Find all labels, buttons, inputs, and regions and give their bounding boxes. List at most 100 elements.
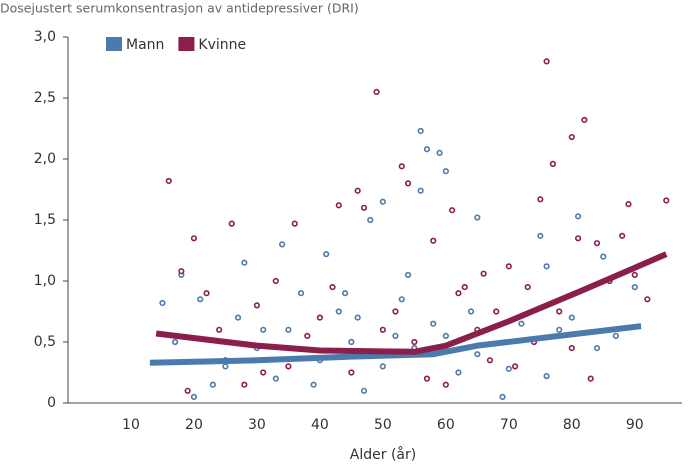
data-point bbox=[593, 345, 601, 352]
data-point bbox=[253, 302, 261, 309]
data-point bbox=[449, 207, 456, 214]
data-point bbox=[222, 363, 229, 370]
data-point bbox=[543, 373, 550, 380]
data-point bbox=[625, 201, 632, 208]
data-point bbox=[556, 308, 563, 315]
data-point bbox=[430, 237, 437, 244]
data-point bbox=[436, 149, 443, 156]
data-point bbox=[272, 375, 279, 382]
x-tick-label: 50 bbox=[374, 417, 392, 433]
data-point bbox=[241, 381, 248, 388]
data-point bbox=[398, 163, 405, 170]
data-point bbox=[260, 369, 267, 376]
data-point bbox=[505, 263, 512, 270]
data-point bbox=[644, 296, 651, 303]
data-point bbox=[323, 251, 330, 258]
legend-label: Kvinne bbox=[198, 37, 246, 53]
data-point bbox=[272, 277, 279, 285]
data-point bbox=[455, 290, 462, 297]
data-point bbox=[631, 284, 638, 291]
data-point bbox=[190, 235, 198, 242]
data-point bbox=[178, 268, 185, 275]
data-point bbox=[467, 308, 475, 315]
data-point bbox=[335, 202, 342, 209]
data-point bbox=[197, 296, 204, 303]
data-point bbox=[537, 196, 544, 203]
data-point bbox=[612, 332, 619, 340]
x-tick-label: 60 bbox=[437, 417, 455, 433]
y-tick-label: 2,0 bbox=[34, 151, 56, 167]
data-point bbox=[348, 338, 355, 346]
data-point bbox=[568, 345, 575, 352]
data-point bbox=[335, 308, 342, 315]
data-point bbox=[423, 375, 431, 382]
data-point bbox=[367, 216, 374, 224]
data-point bbox=[310, 381, 317, 388]
data-point bbox=[184, 387, 191, 394]
data-point bbox=[379, 363, 386, 370]
data-point bbox=[581, 116, 588, 124]
data-point bbox=[568, 133, 575, 141]
data-point bbox=[430, 320, 437, 327]
data-point bbox=[291, 220, 298, 227]
data-point bbox=[499, 393, 506, 401]
data-point bbox=[568, 314, 575, 321]
y-tick-label: 1,0 bbox=[34, 273, 56, 289]
x-tick-label: 20 bbox=[185, 417, 203, 433]
chart-title: Dosejustert serumkonsentrasjon av antide… bbox=[0, 1, 359, 16]
x-tick-label: 80 bbox=[563, 417, 581, 433]
legend-swatch bbox=[106, 37, 122, 51]
data-point bbox=[411, 338, 418, 346]
data-point bbox=[316, 314, 323, 321]
data-point bbox=[165, 177, 172, 185]
data-point bbox=[593, 240, 601, 247]
y-tick-label: 3,0 bbox=[34, 29, 56, 45]
data-point bbox=[600, 253, 607, 260]
y-tick-label: 0,5 bbox=[34, 334, 56, 350]
data-point bbox=[663, 197, 670, 204]
y-tick-label: 1,5 bbox=[34, 212, 56, 228]
data-point bbox=[392, 332, 399, 340]
data-point bbox=[234, 314, 242, 321]
y-tick-label: 2,5 bbox=[34, 90, 56, 106]
data-point bbox=[228, 220, 235, 227]
data-point bbox=[417, 187, 424, 194]
data-point bbox=[341, 290, 349, 297]
data-point bbox=[297, 290, 305, 297]
data-point bbox=[203, 290, 210, 297]
data-point bbox=[398, 296, 405, 303]
data-point bbox=[486, 357, 494, 364]
data-point bbox=[285, 326, 292, 333]
data-point bbox=[461, 284, 468, 291]
y-tick-label: 0 bbox=[47, 395, 56, 411]
data-point bbox=[556, 326, 563, 333]
data-point bbox=[442, 381, 449, 388]
data-point bbox=[190, 393, 198, 401]
data-point bbox=[304, 332, 311, 340]
data-point bbox=[360, 387, 368, 394]
data-point bbox=[417, 127, 424, 135]
data-point bbox=[619, 232, 626, 239]
data-point bbox=[512, 363, 519, 370]
data-point bbox=[474, 351, 481, 358]
x-tick-label: 10 bbox=[122, 417, 140, 433]
data-point bbox=[285, 363, 292, 370]
x-tick-label: 30 bbox=[248, 417, 266, 433]
data-point bbox=[260, 326, 267, 333]
x-axis-label: Alder (år) bbox=[350, 446, 416, 463]
legend-label: Mann bbox=[126, 37, 164, 53]
trend-line bbox=[149, 323, 642, 366]
data-point bbox=[480, 270, 487, 277]
data-point bbox=[505, 365, 512, 372]
legend-swatch bbox=[178, 37, 195, 51]
data-point bbox=[354, 314, 361, 321]
data-point bbox=[379, 326, 386, 333]
data-point bbox=[474, 214, 481, 221]
data-point bbox=[379, 198, 386, 205]
data-point bbox=[543, 58, 550, 65]
data-point bbox=[159, 299, 166, 307]
data-point bbox=[587, 375, 594, 382]
trend-line bbox=[155, 251, 668, 355]
